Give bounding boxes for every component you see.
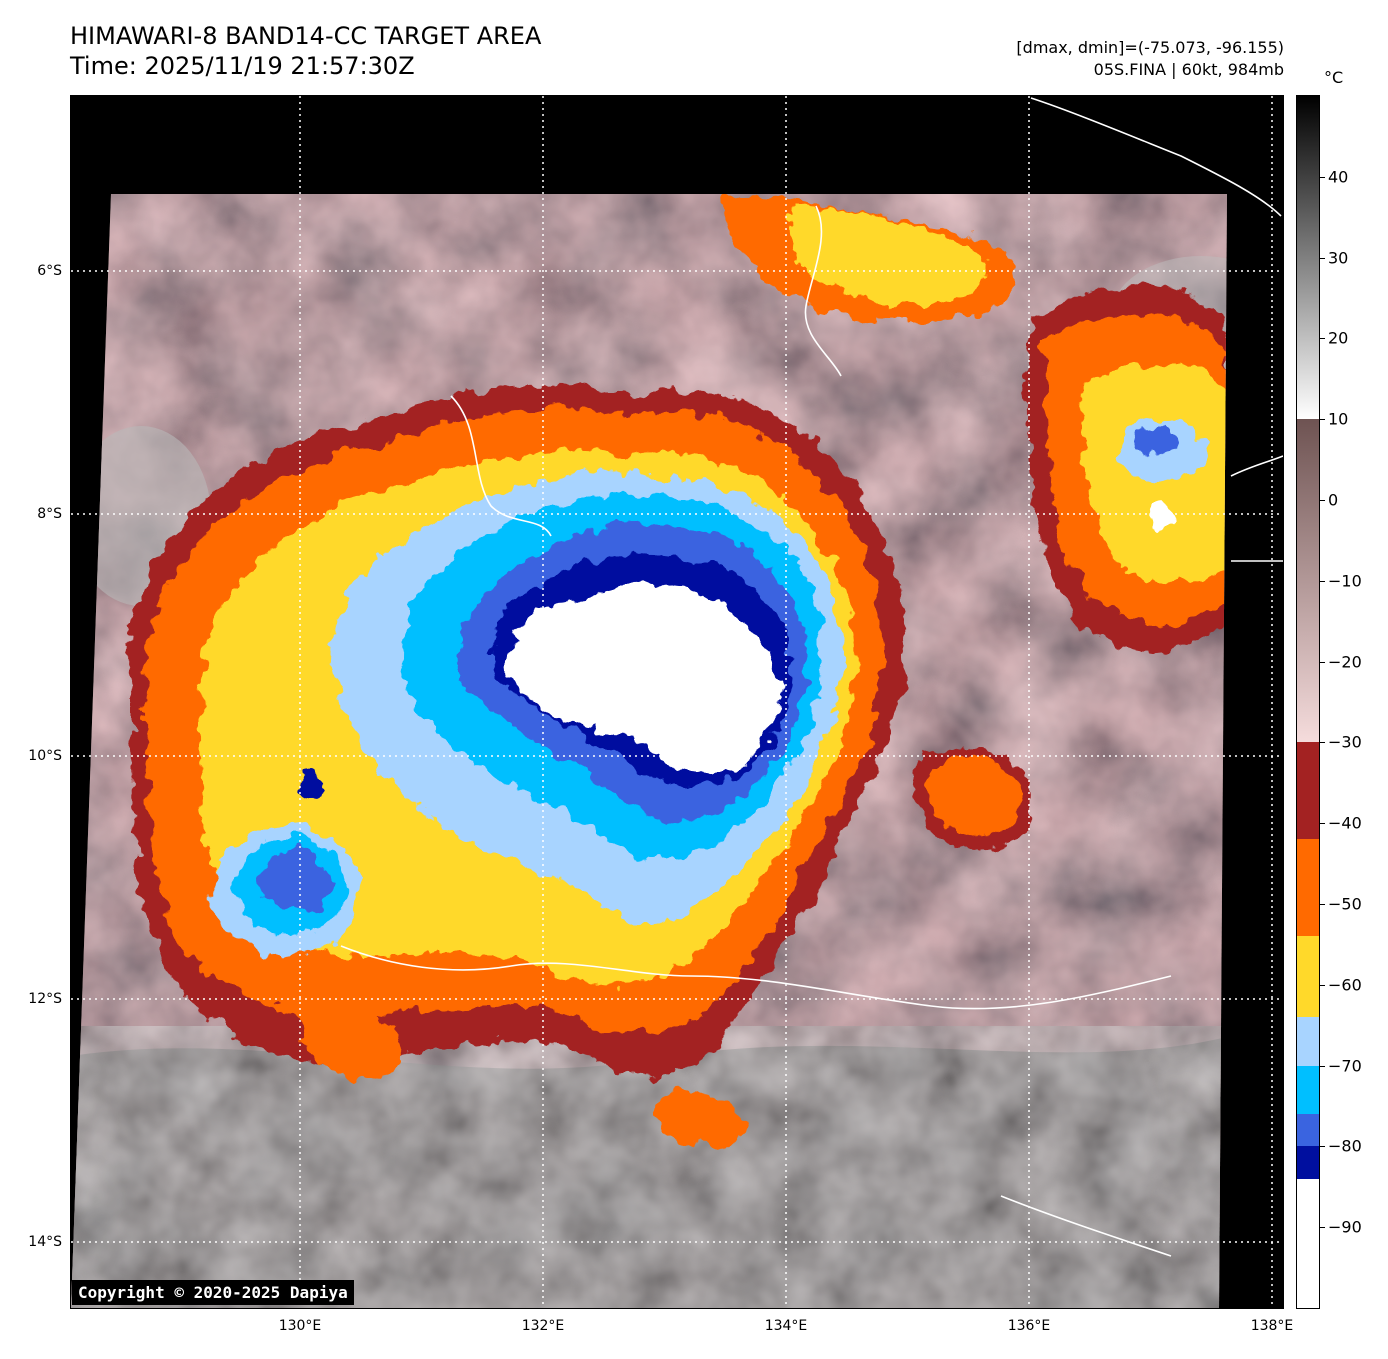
- colorbar-tick: [1320, 419, 1325, 421]
- colorbar-tick: [1320, 338, 1325, 340]
- colorbar-label: −50: [1328, 894, 1362, 914]
- colorbar-band: [1297, 1114, 1319, 1147]
- colorbar-tick: [1320, 823, 1325, 825]
- colorbar-label: −90: [1328, 1217, 1362, 1237]
- colorbar-label: −40: [1328, 813, 1362, 833]
- colorbar-tick: [1320, 984, 1325, 986]
- colorbar-tick: [1320, 1146, 1325, 1148]
- cloud-cluster-northeast: [721, 196, 1227, 653]
- colorbar-label: −20: [1328, 652, 1362, 672]
- colorbar-band: [1297, 1017, 1319, 1066]
- colorbar-tick: [1320, 904, 1325, 905]
- chart-title: HIMAWARI-8 BAND14-CC TARGET AREA: [70, 22, 542, 50]
- image-swath: [71, 194, 1227, 1308]
- colorbar-band: [1297, 839, 1319, 937]
- coastlines: [340, 97, 1283, 1257]
- colorbar-label: −60: [1328, 975, 1362, 995]
- colorbar-tick: [1320, 1065, 1325, 1067]
- colorbar-band: [1297, 419, 1319, 743]
- colorbar-label: 40: [1328, 167, 1349, 187]
- colorbar-band: [1297, 742, 1319, 840]
- colorbar: [1296, 95, 1320, 1309]
- lon-label-134: 134°E: [764, 1318, 808, 1334]
- colorbar-tick: [1320, 580, 1325, 582]
- colorbar-tick: [1320, 1227, 1325, 1229]
- lon-label-130: 130°E: [278, 1318, 322, 1334]
- colorbar-tick: [1320, 257, 1325, 259]
- observation-time: Time: 2025/11/19 21:57:30Z: [70, 52, 415, 80]
- lat-label-8s: 8°S: [37, 506, 62, 522]
- colorbar-label: −80: [1328, 1136, 1362, 1156]
- colorbar-band: [1297, 1178, 1319, 1308]
- colorbar-label: 30: [1328, 248, 1349, 268]
- colorbar-label: −10: [1328, 571, 1362, 591]
- colorbar-label: 10: [1328, 409, 1349, 429]
- colorbar-tick: [1320, 176, 1325, 178]
- colorbar-label: 0: [1328, 490, 1339, 510]
- colorbar-band: [1297, 96, 1319, 420]
- temperature-range: [dmax, dmin]=(-75.073, -96.155): [1016, 38, 1284, 57]
- colorbar-band: [1297, 1065, 1319, 1115]
- lon-label-136: 136°E: [1007, 1318, 1051, 1334]
- lat-label-6s: 6°S: [37, 263, 62, 279]
- lat-label-12s: 12°S: [28, 991, 62, 1007]
- colorbar-tick: [1320, 661, 1325, 663]
- copyright-label: Copyright © 2020-2025 Dapiya: [72, 1280, 354, 1305]
- colorbar-tick: [1320, 500, 1325, 501]
- lat-label-14s: 14°S: [28, 1234, 62, 1250]
- colorbar-band: [1297, 936, 1319, 1018]
- lat-label-10s: 10°S: [28, 748, 62, 764]
- colorbar-label: −70: [1328, 1056, 1362, 1076]
- colorbar-label: −30: [1328, 732, 1362, 752]
- colorbar-tick: [1320, 742, 1325, 744]
- graticule: [71, 96, 1283, 1308]
- cloud-cells-east: [297, 746, 1032, 1148]
- cold-cell-southwest: [211, 772, 361, 956]
- storm-info: 05S.FINA | 60kt, 984mb: [1093, 60, 1284, 79]
- satellite-image: [70, 95, 1284, 1309]
- colorbar-unit: °C: [1324, 68, 1344, 87]
- lon-label-138: 138°E: [1250, 1318, 1294, 1334]
- colorbar-band: [1297, 1146, 1319, 1179]
- colorbar-label: 20: [1328, 328, 1349, 348]
- lon-label-132: 132°E: [521, 1318, 565, 1334]
